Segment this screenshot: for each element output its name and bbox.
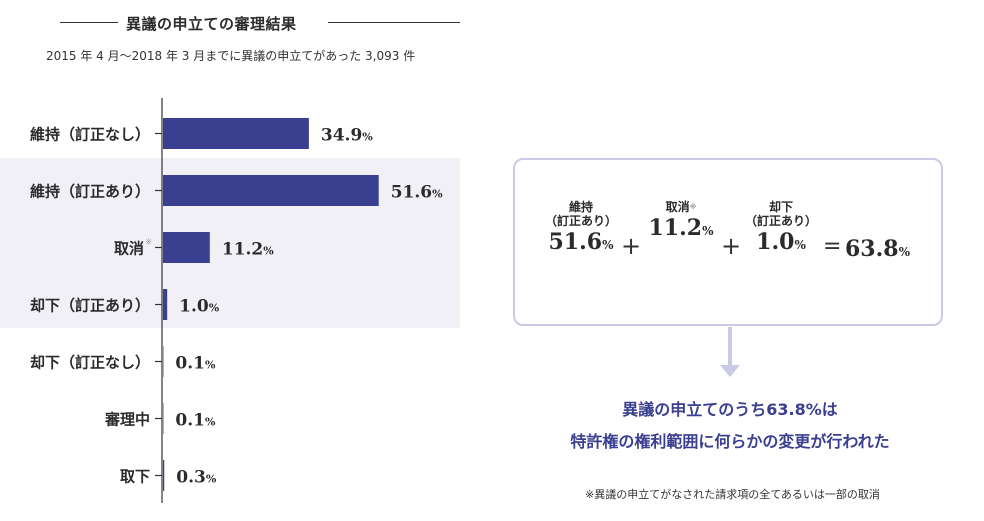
summary-term-3-unit: % xyxy=(794,238,806,252)
summary-total-unit: % xyxy=(898,245,910,259)
category-label: 維持（訂正あり） xyxy=(30,183,150,201)
summary-term-1: 維持 （訂正あり） 51.6% xyxy=(541,200,621,259)
summary-term-2-unit: % xyxy=(702,224,714,238)
conclusion-line-2: 特許権の権利範囲に何らかの変更が行われた xyxy=(570,432,890,451)
value-label: 34.9% xyxy=(321,126,373,146)
category-label: 維持（訂正なし） xyxy=(30,126,150,144)
summary-term-1-value: 51.6 xyxy=(548,229,603,255)
summary-term-2-value: 11.2 xyxy=(648,215,703,241)
title-rule-right xyxy=(328,22,460,23)
down-arrow-icon xyxy=(720,365,740,377)
value-label: 51.6% xyxy=(391,183,443,203)
bar xyxy=(163,118,309,149)
summary-total-value: 63.8 xyxy=(845,236,899,262)
bar xyxy=(163,175,379,206)
value-label: 0.1% xyxy=(175,354,216,374)
plus-sign-1: + xyxy=(621,232,642,260)
summary-term-2: 取消※ 11.2% xyxy=(643,200,719,245)
summary-term-2-footnote-mark: ※ xyxy=(689,203,697,211)
equals-sign: = xyxy=(823,234,842,259)
summary-term-3-label2: （訂正あり） xyxy=(744,214,817,228)
value-label: 1.0% xyxy=(179,297,220,317)
footnote: ※異議の申立てがなされた請求項の全てあるいは一部の取消 xyxy=(585,488,880,501)
summary-term-1-label1: 維持 xyxy=(568,200,593,214)
chart-title-block: 異議の申立ての審理結果 xyxy=(60,13,460,33)
down-arrow-shaft xyxy=(728,327,732,367)
category-label: 取下 xyxy=(120,468,150,486)
summary-term-1-unit: % xyxy=(602,238,614,252)
chart-title: 異議の申立ての審理結果 xyxy=(126,15,297,33)
summary-term-1-label2: （訂正あり） xyxy=(544,214,617,228)
plus-sign-2: + xyxy=(721,232,742,260)
chart-subtitle: 2015 年 4 月〜2018 年 3 月までに異議の申立てがあった 3,093… xyxy=(46,49,416,63)
summary-term-3-label1: 却下 xyxy=(768,200,793,214)
category-label: 審理中 xyxy=(104,411,150,429)
summary-total: 63.8% xyxy=(845,236,910,262)
category-label: 却下（訂正なし） xyxy=(30,354,150,372)
bar xyxy=(163,460,165,491)
bar xyxy=(163,289,168,320)
category-label: 却下（訂正あり） xyxy=(30,297,150,315)
summary-term-2-label2: 取消 xyxy=(665,200,690,214)
summary-term-3: 却下 （訂正あり） 1.0% xyxy=(741,200,821,259)
value-label: 0.1% xyxy=(175,411,216,431)
summary-term-3-value: 1.0 xyxy=(756,229,795,255)
summary-box: 維持 （訂正あり） 51.6% + 取消※ 11.2% + 却下 （訂正あり） … xyxy=(513,158,943,326)
value-label: 0.3% xyxy=(176,468,217,488)
bar-chart: 維持（訂正なし） 34.9% 維持（訂正あり） 51.6% 取消 ※ 11.2% 却下（訂正あ… xyxy=(30,98,443,503)
title-rule-left xyxy=(60,22,118,23)
category-label: 取消 xyxy=(114,240,144,258)
value-label: 11.2% xyxy=(222,240,274,260)
footnote-mark: ※ xyxy=(145,238,152,247)
bar xyxy=(163,232,210,263)
conclusion-line-1: 異議の申立てのうち63.8%は xyxy=(622,400,838,419)
